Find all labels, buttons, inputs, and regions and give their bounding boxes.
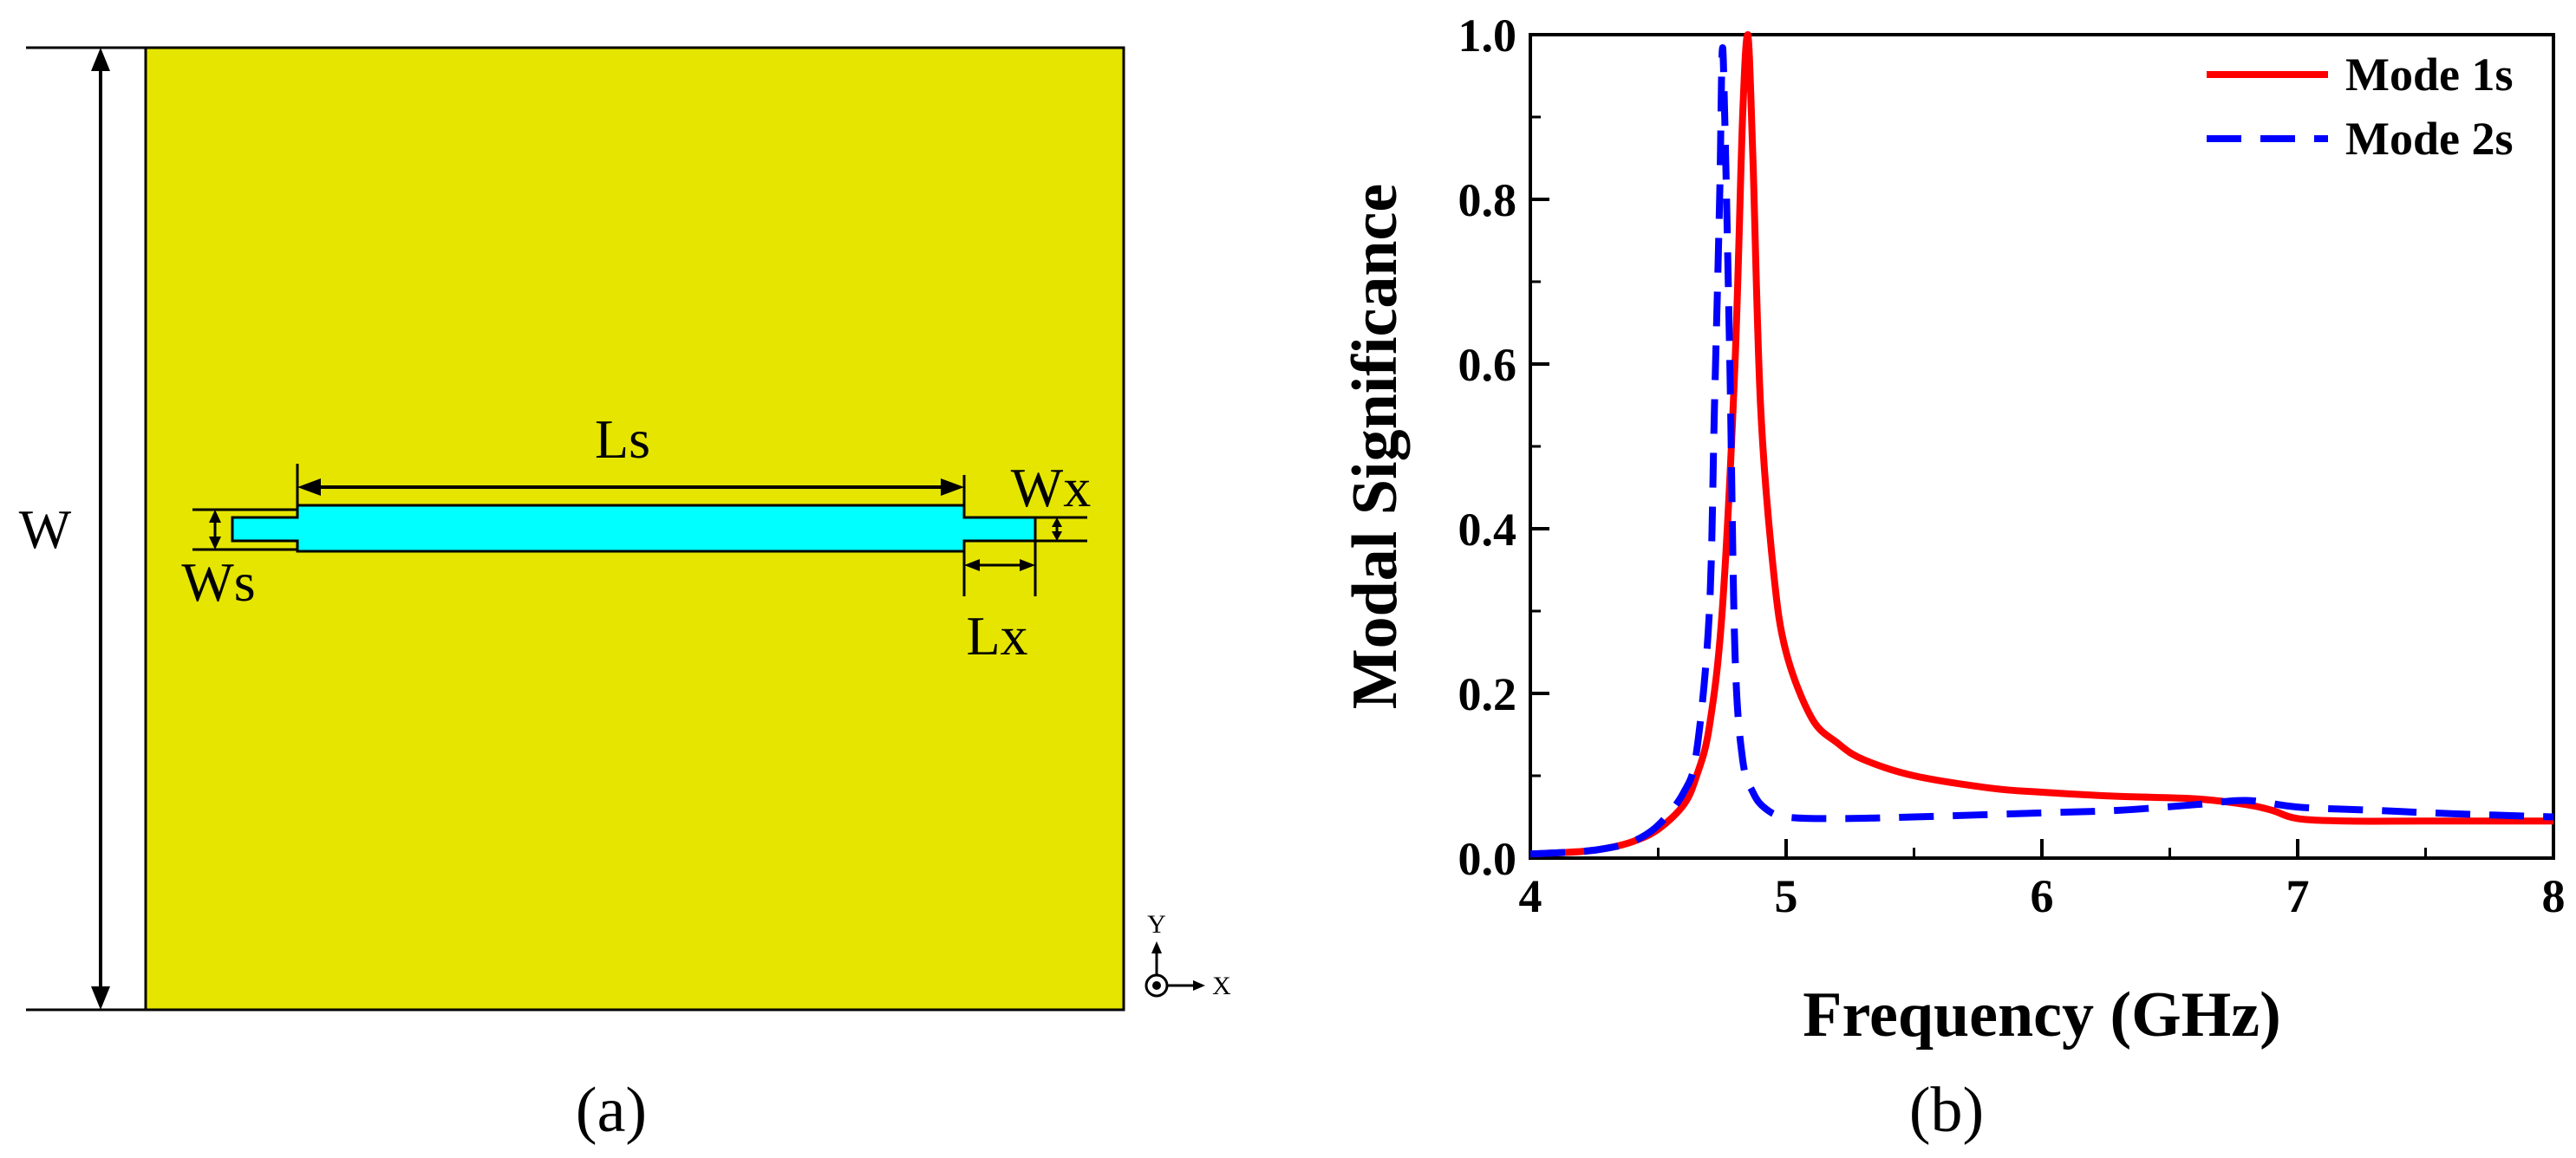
y-ticks (1530, 33, 1549, 860)
wx-arrow-bottom (1052, 531, 1062, 541)
y-tick-label: 0.6 (1458, 339, 1517, 391)
slot (231, 504, 1037, 553)
ws-arrow-top (209, 510, 221, 523)
y-axis-arrow-icon (1151, 941, 1162, 953)
x-tick-label: 7 (2286, 870, 2310, 922)
w-arrow-bottom (91, 986, 110, 1010)
lx-arrow-right (1020, 559, 1035, 571)
y-tick-label: 1.0 (1458, 10, 1517, 62)
coord-y-label: Y (1147, 910, 1166, 939)
series-line-mode-2s (1529, 43, 2554, 858)
lx-arrow-left (964, 559, 980, 571)
x-axis-title: Frequency (GHz) (1803, 979, 2280, 1051)
series-lines (1529, 31, 2554, 858)
y-tick-label: 0.4 (1458, 504, 1517, 556)
y-tick-labels: 0.0 0.2 0.4 0.6 0.8 1.0 (1458, 10, 1517, 885)
ls-arrow-left (297, 478, 321, 496)
ws-label: Ws (181, 551, 255, 613)
ws-arrow-bottom (209, 537, 221, 550)
legend-label-mode-2s: Mode 2s (2345, 113, 2513, 165)
panel-a: W Ls Ws Wx Lx (19, 46, 1231, 1146)
y-axis-title: Modal Significance (1340, 184, 1411, 709)
x-tick-labels: 4 5 6 7 8 (1519, 870, 2566, 922)
panel-a-caption: (a) (576, 1075, 647, 1146)
z-axis-dot-icon (1152, 981, 1161, 990)
ls-arrow-right (941, 478, 964, 496)
lx-label: Lx (966, 605, 1027, 667)
y-tick-label: 0.0 (1458, 833, 1517, 885)
series-line-mode-1s (1529, 31, 2553, 858)
y-tick-label: 0.8 (1458, 174, 1517, 226)
x-axis-arrow-icon (1193, 980, 1205, 991)
w-label: W (19, 498, 72, 560)
x-tick-label: 6 (2031, 870, 2054, 922)
x-ticks (1529, 839, 2555, 858)
x-tick-label: 5 (1775, 870, 1798, 922)
w-arrow-top (91, 48, 110, 71)
coordinate-axes: Y X (1145, 910, 1231, 1000)
wx-label: Wx (1011, 457, 1091, 518)
panel-b-caption: (b) (1909, 1075, 1984, 1146)
legend: Mode 1s Mode 2s (2207, 49, 2513, 165)
wx-arrow-top (1052, 517, 1062, 527)
y-tick-label: 0.2 (1458, 668, 1517, 720)
x-tick-label: 8 (2542, 870, 2566, 922)
legend-label-mode-1s: Mode 1s (2345, 49, 2513, 101)
x-tick-label: 4 (1519, 870, 1542, 922)
ls-label: Ls (595, 408, 650, 470)
coord-x-label: X (1212, 972, 1231, 1000)
panel-b-chart: 4 5 6 7 8 0.0 0.2 0.4 0.6 0.8 1.0 Frequency (GHz)… (1340, 10, 2566, 1146)
